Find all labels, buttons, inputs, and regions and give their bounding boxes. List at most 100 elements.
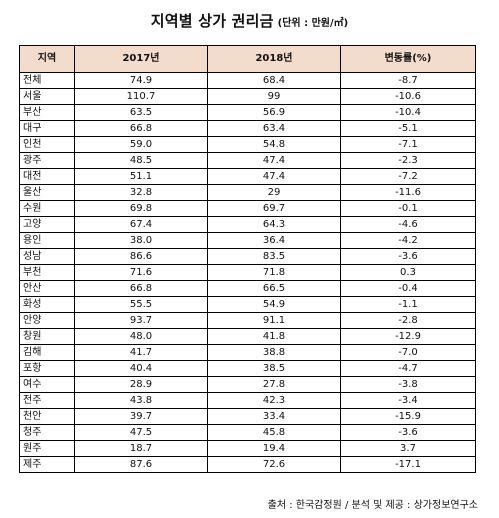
cell-region: 부산 <box>19 104 75 121</box>
table-row: 여수 28.9 27.8 -3.8 <box>19 376 476 393</box>
cell-change-rate: -4.6 <box>340 216 476 233</box>
table-row: 김해 41.7 38.8 -7.0 <box>19 344 476 361</box>
table-row: 창원 48.0 41.8 -12.9 <box>19 328 476 345</box>
cell-change-rate: -10.6 <box>340 88 476 105</box>
cell-2017: 87.6 <box>74 456 208 473</box>
cell-2017: 71.6 <box>74 264 208 281</box>
cell-2017: 66.8 <box>74 280 208 297</box>
cell-2018: 99 <box>207 88 341 105</box>
cell-region: 전체 <box>19 72 75 89</box>
cell-change-rate: -4.7 <box>340 360 476 377</box>
table-body: 전체 74.9 68.4 -8.7 서울 110.7 99 -10.6 부산 63.5 56.9 -1… <box>19 72 476 473</box>
table-row: 대구 66.8 63.4 -5.1 <box>19 120 476 137</box>
table-row: 전주 43.8 42.3 -3.4 <box>19 392 476 409</box>
cell-2018: 19.4 <box>207 440 341 457</box>
table-row: 부산 63.5 56.9 -10.4 <box>19 104 476 121</box>
cell-2018: 27.8 <box>207 376 341 393</box>
cell-region: 제주 <box>19 456 75 473</box>
table-row: 안양 93.7 91.1 -2.8 <box>19 312 476 329</box>
cell-2017: 48.0 <box>74 328 208 345</box>
cell-change-rate: 0.3 <box>340 264 476 281</box>
cell-region: 안양 <box>19 312 75 329</box>
cell-2018: 54.9 <box>207 296 341 313</box>
cell-region: 포항 <box>19 360 75 377</box>
cell-2018: 56.9 <box>207 104 341 121</box>
cell-region: 수원 <box>19 200 75 217</box>
cell-2017: 69.8 <box>74 200 208 217</box>
cell-change-rate: -11.6 <box>340 184 476 201</box>
cell-change-rate: -17.1 <box>340 456 476 473</box>
cell-change-rate: -15.9 <box>340 408 476 425</box>
table-row: 전체 74.9 68.4 -8.7 <box>19 72 476 89</box>
cell-change-rate: -12.9 <box>340 328 476 345</box>
cell-region: 광주 <box>19 152 75 169</box>
table-row: 포항 40.4 38.5 -4.7 <box>19 360 476 377</box>
cell-2018: 29 <box>207 184 341 201</box>
cell-2018: 68.4 <box>207 72 341 89</box>
cell-2018: 83.5 <box>207 248 341 265</box>
cell-change-rate: -3.6 <box>340 424 476 441</box>
cell-change-rate: -8.7 <box>340 72 476 89</box>
table-row: 원주 18.7 19.4 3.7 <box>19 440 476 457</box>
cell-region: 인천 <box>19 136 75 153</box>
table-row: 화성 55.5 54.9 -1.1 <box>19 296 476 313</box>
title-main: 지역별 상가 권리금 <box>150 12 274 30</box>
cell-change-rate: -5.1 <box>340 120 476 137</box>
cell-2017: 67.4 <box>74 216 208 233</box>
table-row: 안산 66.8 66.5 -0.4 <box>19 280 476 297</box>
table-row: 청주 47.5 45.8 -3.6 <box>19 424 476 441</box>
cell-2018: 42.3 <box>207 392 341 409</box>
cell-change-rate: -2.8 <box>340 312 476 329</box>
cell-2018: 38.8 <box>207 344 341 361</box>
cell-change-rate: -0.1 <box>340 200 476 217</box>
header-2018: 2018년 <box>207 45 341 73</box>
cell-region: 용인 <box>19 232 75 249</box>
header-change-rate: 변동률(%) <box>340 45 476 73</box>
cell-change-rate: 3.7 <box>340 440 476 457</box>
cell-2017: 39.7 <box>74 408 208 425</box>
cell-2018: 33.4 <box>207 408 341 425</box>
cell-region: 여수 <box>19 376 75 393</box>
cell-change-rate: -0.4 <box>340 280 476 297</box>
cell-region: 대전 <box>19 168 75 185</box>
cell-change-rate: -3.8 <box>340 376 476 393</box>
cell-2018: 38.5 <box>207 360 341 377</box>
cell-2017: 43.8 <box>74 392 208 409</box>
cell-change-rate: -3.6 <box>340 248 476 265</box>
cell-change-rate: -7.2 <box>340 168 476 185</box>
table-row: 대전 51.1 47.4 -7.2 <box>19 168 476 185</box>
cell-2018: 69.7 <box>207 200 341 217</box>
cell-2017: 66.8 <box>74 120 208 137</box>
cell-change-rate: -1.1 <box>340 296 476 313</box>
cell-change-rate: -7.0 <box>340 344 476 361</box>
table-row: 광주 48.5 47.4 -2.3 <box>19 152 476 169</box>
cell-region: 대구 <box>19 120 75 137</box>
table-row: 성남 86.6 83.5 -3.6 <box>19 248 476 265</box>
cell-region: 천안 <box>19 408 75 425</box>
cell-2017: 40.4 <box>74 360 208 377</box>
table-row: 인천 59.0 54.8 -7.1 <box>19 136 476 153</box>
cell-2017: 74.9 <box>74 72 208 89</box>
cell-region: 고양 <box>19 216 75 233</box>
cell-change-rate: -4.2 <box>340 232 476 249</box>
cell-2017: 59.0 <box>74 136 208 153</box>
cell-region: 서울 <box>19 88 75 105</box>
cell-2017: 32.8 <box>74 184 208 201</box>
cell-2018: 91.1 <box>207 312 341 329</box>
cell-region: 원주 <box>19 440 75 457</box>
cell-2017: 47.5 <box>74 424 208 441</box>
cell-region: 울산 <box>19 184 75 201</box>
table-header-row: 지역 2017년 2018년 변동률(%) <box>19 45 476 73</box>
cell-2017: 86.6 <box>74 248 208 265</box>
cell-2018: 71.8 <box>207 264 341 281</box>
cell-2018: 72.6 <box>207 456 341 473</box>
table-row: 서울 110.7 99 -10.6 <box>19 88 476 105</box>
rights-premium-table: 지역 2017년 2018년 변동률(%) 전체 74.9 68.4 -8.7 서울 11… <box>19 45 476 473</box>
table-row: 고양 67.4 64.3 -4.6 <box>19 216 476 233</box>
cell-2018: 63.4 <box>207 120 341 137</box>
cell-region: 화성 <box>19 296 75 313</box>
table-row: 부천 71.6 71.8 0.3 <box>19 264 476 281</box>
cell-region: 창원 <box>19 328 75 345</box>
cell-region: 안산 <box>19 280 75 297</box>
cell-2018: 54.8 <box>207 136 341 153</box>
